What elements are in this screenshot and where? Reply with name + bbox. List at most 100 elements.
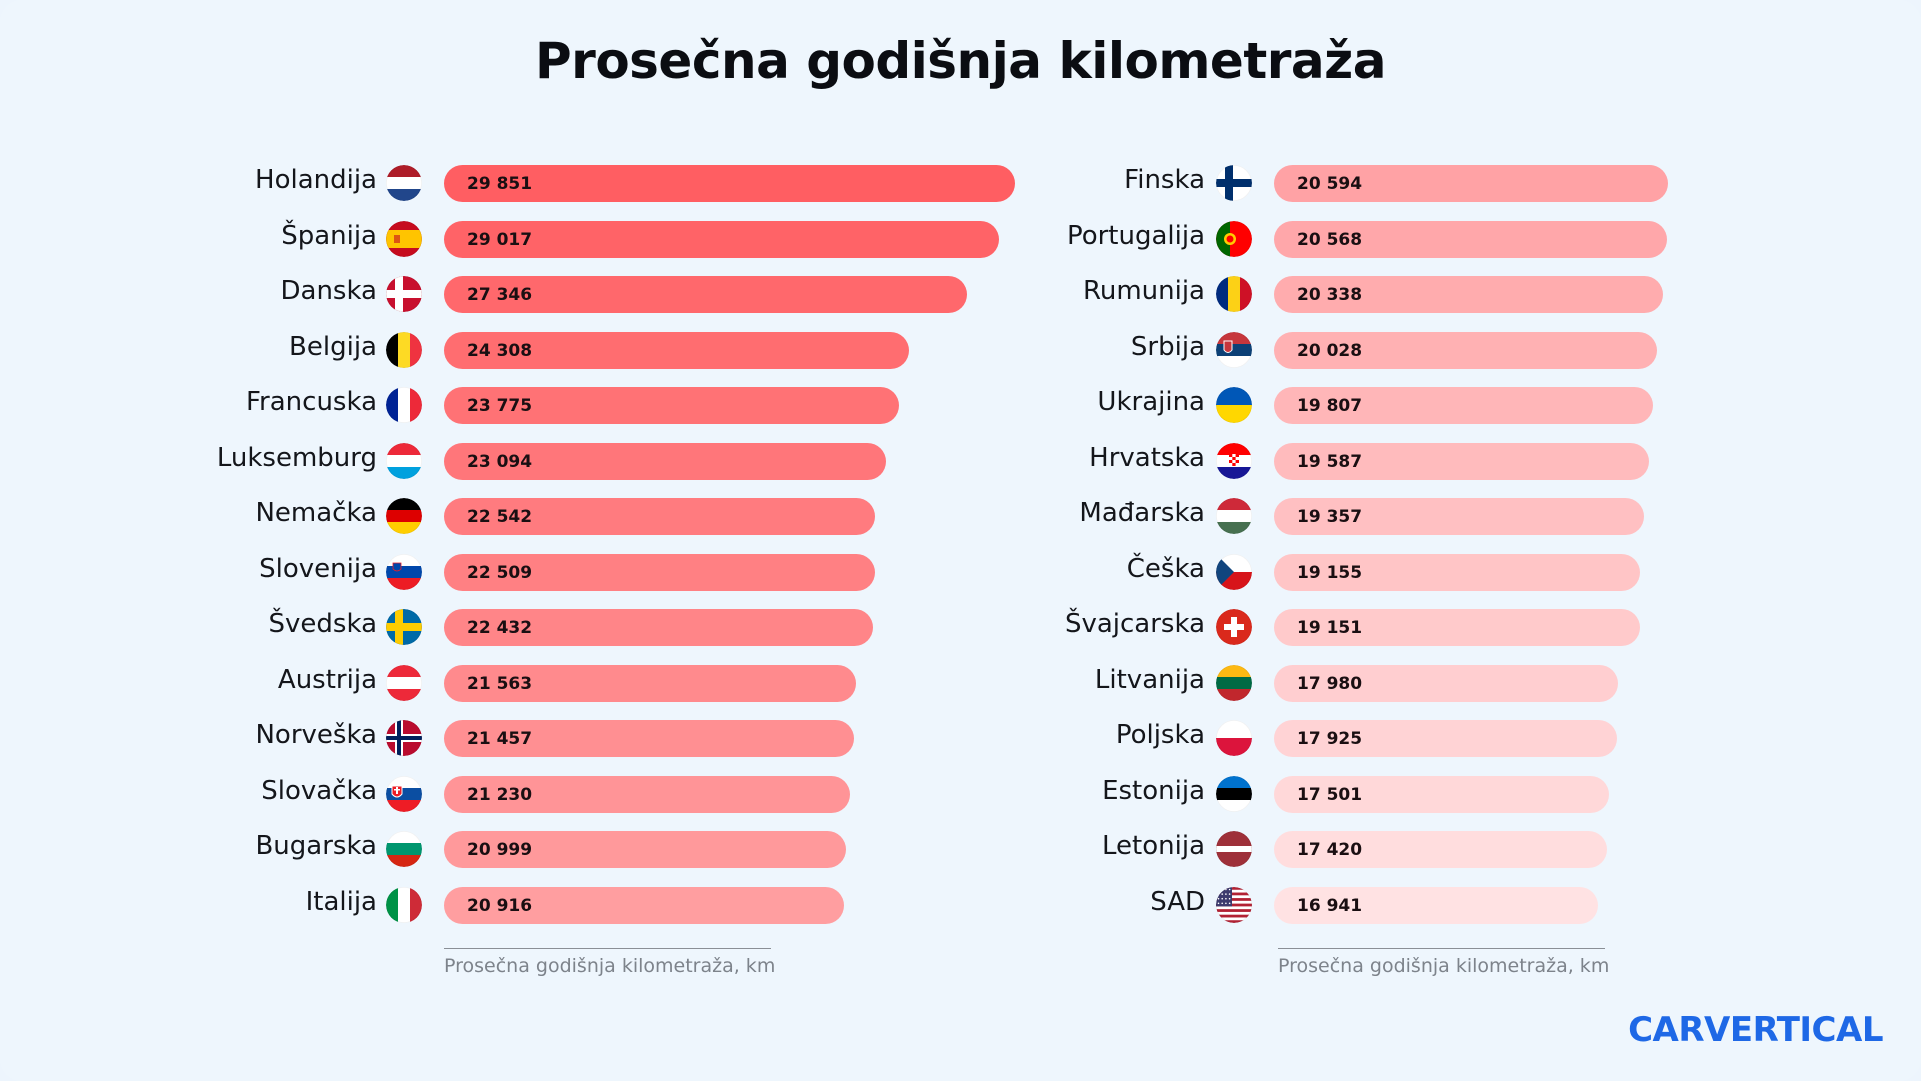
country-label: Mađarska (1079, 498, 1205, 528)
country-label: SAD (1150, 886, 1205, 917)
flag-be-icon (386, 331, 422, 368)
x-axis-line (444, 948, 771, 949)
flag-de-icon (386, 498, 422, 534)
country-label: Danska (280, 276, 377, 306)
country-label: Švedska (268, 609, 377, 639)
flag-lv-icon (1216, 831, 1252, 867)
bar: 19 807 (1274, 387, 1653, 424)
flag-se-icon (386, 609, 422, 645)
bar-value-label: 20 338 (1297, 285, 1363, 305)
country-label: Bugarska (255, 831, 377, 861)
bar: 20 594 (1274, 165, 1668, 202)
flag-sk-icon (386, 775, 422, 812)
country-label: Holandija (255, 165, 377, 195)
flag-pt-icon (1216, 220, 1252, 257)
country-label: Hrvatska (1089, 442, 1205, 473)
bar-value-label: 19 357 (1297, 507, 1363, 527)
bar: 20 338 (1274, 276, 1664, 313)
country-label: Srbija (1130, 331, 1205, 362)
country-label: Norveška (255, 720, 377, 750)
bar: 22 509 (444, 553, 875, 591)
bar-value-label: 19 155 (1297, 562, 1363, 583)
country-label: Francuska (245, 387, 377, 417)
bar-value-label: 20 568 (1297, 229, 1363, 250)
bar-value-label: 29 851 (467, 174, 533, 194)
bar-value-label: 16 941 (1297, 895, 1363, 916)
country-label: Luksemburg (216, 442, 377, 473)
country-label: Slovenija (259, 553, 377, 584)
country-label: Slovačka (261, 775, 377, 806)
country-label: Češka (1126, 553, 1205, 584)
flag-fi-icon (1216, 165, 1252, 201)
bar: 17 980 (1274, 664, 1618, 702)
bar: 20 916 (444, 886, 845, 924)
x-axis-title: Prosečna godišnja kilometraža, km (444, 955, 776, 977)
x-axis-line (1278, 948, 1605, 949)
bar: 17 420 (1274, 831, 1608, 868)
bar-value-label: 21 230 (467, 784, 533, 805)
country-label: Poljska (1115, 720, 1205, 750)
x-axis-title: Prosečna godišnja kilometraža, km (1278, 955, 1610, 977)
flag-fr-icon (386, 387, 422, 423)
country-label: Estonija (1102, 775, 1205, 806)
flag-es-icon (386, 220, 422, 257)
flag-bg-icon (386, 831, 422, 867)
bar: 29 851 (444, 165, 1015, 202)
bar-value-label: 19 807 (1297, 396, 1363, 416)
bar-value-label: 17 925 (1297, 729, 1363, 749)
bar-value-label: 23 775 (467, 396, 533, 416)
country-label: Španija (281, 220, 377, 251)
bar-value-label: 22 542 (467, 507, 533, 527)
bar-value-label: 17 420 (1297, 840, 1363, 860)
bar: 21 230 (444, 775, 851, 813)
country-label: Litvanija (1094, 664, 1205, 695)
bar: 20 028 (1274, 331, 1658, 369)
country-label: Italija (305, 886, 377, 917)
bar-value-label: 17 501 (1297, 784, 1363, 805)
carvertical-logo[interactable]: CARVERTICAL (1628, 1010, 1883, 1050)
flag-hr-icon (1216, 442, 1252, 479)
country-label: Ukrajina (1097, 387, 1205, 417)
flag-at-icon (386, 664, 422, 701)
bar-value-label: 19 587 (1297, 451, 1363, 472)
bar-value-label: 20 916 (467, 895, 533, 916)
flag-rs-icon (1216, 331, 1252, 368)
bar: 21 457 (444, 720, 855, 757)
country-label: Nemačka (255, 498, 377, 528)
bar-value-label: 20 594 (1297, 174, 1363, 194)
country-label: Finska (1124, 165, 1205, 195)
flag-us-icon (1216, 886, 1252, 923)
flag-ro-icon (1216, 276, 1252, 312)
bar: 21 563 (444, 664, 857, 702)
bar: 22 542 (444, 498, 876, 535)
flag-no-icon (386, 720, 422, 756)
country-label: Austrija (277, 664, 377, 695)
bar: 19 357 (1274, 498, 1645, 535)
bar-value-label: 19 151 (1297, 618, 1363, 638)
bar-value-label: 23 094 (467, 451, 533, 472)
flag-it-icon (386, 886, 422, 923)
bar-value-label: 20 999 (467, 840, 533, 860)
flag-cz-icon (1216, 553, 1252, 590)
bar-value-label: 17 980 (1297, 673, 1363, 694)
flag-ee-icon (1216, 775, 1252, 812)
country-label: Portugalija (1066, 220, 1205, 251)
chart-title: Prosečna godišnja kilometraža (535, 32, 1386, 90)
flag-lt-icon (1216, 664, 1252, 701)
flag-pl-icon (1216, 720, 1252, 756)
bar: 27 346 (444, 276, 968, 313)
bar-value-label: 21 457 (467, 729, 533, 749)
bar: 23 775 (444, 387, 899, 424)
bar: 19 587 (1274, 442, 1649, 480)
country-label: Švajcarska (1064, 609, 1205, 639)
bar: 17 501 (1274, 775, 1609, 813)
bar-value-label: 27 346 (467, 285, 533, 305)
flag-ua-icon (1216, 387, 1252, 423)
country-label: Letonija (1102, 831, 1205, 861)
bar-value-label: 22 509 (467, 562, 533, 583)
bar: 20 568 (1274, 220, 1668, 258)
bar: 29 017 (444, 220, 1000, 258)
bar-value-label: 24 308 (467, 340, 533, 361)
bar-value-label: 29 017 (467, 229, 533, 250)
